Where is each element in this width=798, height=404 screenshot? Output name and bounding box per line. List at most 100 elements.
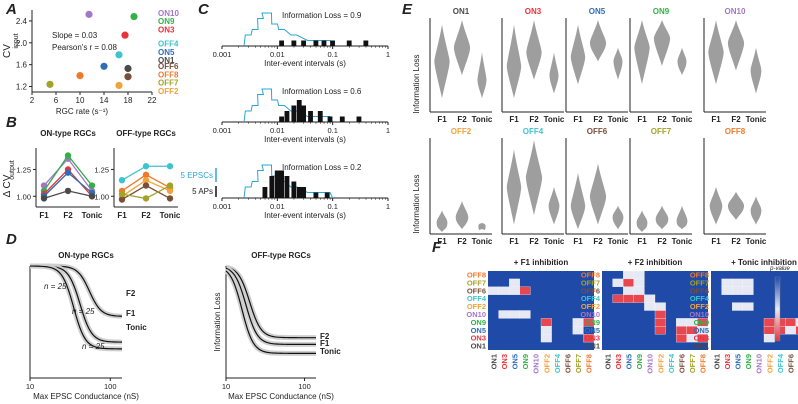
- column-label: ON10: [755, 354, 764, 374]
- heatmap-cell: [676, 334, 687, 343]
- information-loss-label: Information Loss = 0.9: [282, 11, 362, 20]
- row-label: ON3: [694, 334, 709, 343]
- x-tick-label: F1: [437, 115, 447, 124]
- x-tick-label: F1: [637, 237, 647, 246]
- heatmap-cell: [732, 286, 743, 295]
- ap-bar: [330, 40, 335, 46]
- violin-f1: [708, 20, 724, 85]
- legend-entry-off2: OFF2: [158, 87, 179, 96]
- heatmap-cell: [795, 326, 798, 335]
- heatmap-cell: [509, 286, 520, 295]
- legend-entry-off6: OFF6: [158, 62, 179, 71]
- x-tick-label: 1: [386, 202, 390, 211]
- row-label: ON5: [694, 326, 709, 335]
- curve-label-tonic: Tonic: [126, 323, 147, 332]
- curve-f2: [225, 266, 317, 339]
- violin-f2: [589, 163, 607, 225]
- row-label: OFF4: [690, 294, 710, 303]
- x-tick-label: 18: [124, 96, 133, 105]
- row-label: ON10: [466, 310, 486, 319]
- x-tick-label: Tonic: [746, 237, 767, 246]
- ap-bar: [324, 192, 330, 198]
- heatmap-3: + Tonic inhibitionOFF8OFF7OFF6OFF4OFF2ON…: [689, 258, 798, 374]
- column-label: ON9: [744, 354, 753, 369]
- heatmap-cell: [623, 294, 634, 303]
- panel-c-histograms: 0.001 0.01 0.1 1 Inter-event intervals (s) In…: [181, 11, 391, 220]
- subplot-title: ON10: [725, 7, 746, 16]
- curve-label-f2: F2: [320, 332, 330, 341]
- row-label: ON1: [694, 342, 709, 351]
- row-label: OFF2: [581, 302, 600, 311]
- violin-f1: [434, 24, 450, 99]
- x-tick-label: F1: [509, 115, 519, 124]
- x-axis-label: Inter-event intervals (s): [264, 135, 346, 144]
- ap-bar: [301, 105, 307, 122]
- x-tick-label: F1: [637, 115, 647, 124]
- violin-subplot-on1: ON1 F1 F2 Tonic: [429, 7, 493, 124]
- scatter-point-on1: [124, 64, 132, 73]
- column-label: ON10: [646, 354, 655, 374]
- violin-subplot-off4: OFF4 F1 F2 Tonic: [501, 127, 565, 246]
- series-point-on9: [88, 182, 96, 189]
- violin-f1: [570, 172, 586, 230]
- x-tick-label: F2: [657, 237, 667, 246]
- ap-bar: [274, 170, 280, 198]
- x-tick-label: 10: [222, 382, 230, 391]
- column-label: ON1: [489, 354, 498, 369]
- row-label: ON3: [585, 334, 600, 343]
- column-label: ON9: [521, 354, 530, 369]
- heatmap-cell: [519, 286, 531, 295]
- violin-subplot-off6: OFF6 F1 F2 Tonic: [565, 127, 629, 246]
- heatmap-cell: [763, 318, 775, 327]
- legend-entry-off4: OFF4: [158, 40, 179, 49]
- subplot-title: OFF7: [651, 127, 672, 136]
- series-point-off6: [118, 196, 126, 203]
- y-tick-label: 1.00: [16, 192, 31, 201]
- heatmap-cell: [540, 334, 552, 343]
- x-tick-label: 0.01: [270, 202, 285, 211]
- heatmap-cell: [742, 286, 754, 295]
- column-label: OFF2: [656, 354, 665, 373]
- x-tick-label: F2: [457, 115, 467, 124]
- column-label: ON1: [603, 354, 612, 369]
- violin-tonic: [613, 47, 623, 80]
- series-point-off6: [166, 195, 174, 202]
- heatmap-cell: [654, 310, 666, 319]
- x-tick-label: 0.1: [327, 50, 337, 59]
- row-label: OFF6: [581, 286, 600, 295]
- curve-label-f1: F1: [320, 339, 330, 348]
- heatmap-cell: [572, 318, 584, 327]
- scale-bar-epsc-label: 5 EPSCs: [181, 171, 213, 180]
- x-tick-label: F2: [141, 211, 151, 220]
- x-tick-label: 10: [26, 382, 34, 391]
- violin-tonic: [676, 205, 688, 230]
- x-tick-label: Tonic: [672, 115, 693, 124]
- violin-tonic: [750, 196, 762, 225]
- row-label: OFF7: [467, 278, 486, 287]
- heatmap-cell: [509, 310, 520, 319]
- ap-bar: [279, 170, 285, 198]
- ap-bar: [346, 40, 352, 46]
- row-label: OFF4: [467, 294, 487, 303]
- row-label: OFF6: [690, 286, 709, 295]
- x-tick-label: F1: [509, 237, 519, 246]
- ap-bar: [313, 40, 319, 46]
- ap-bar: [301, 40, 307, 46]
- violin-f1: [570, 24, 586, 85]
- violin-subplot-off8: OFF8 F1 F2 Tonic: [703, 127, 767, 246]
- y-tick-label: 2.0: [16, 39, 28, 48]
- series-point-off4: [166, 163, 174, 170]
- information-loss-label: Information Loss = 0.6: [282, 87, 362, 96]
- x-axis-label: RGC rate (s⁻¹): [56, 107, 109, 116]
- information-loss-label: Information Loss = 0.2: [282, 163, 362, 172]
- column-label: OFF4: [553, 353, 562, 373]
- subplot-title: ON9: [653, 7, 670, 16]
- column-label: OFF4: [667, 353, 676, 373]
- panel-letter-C: C: [198, 1, 210, 18]
- y-tick-label: 2.4: [16, 17, 28, 26]
- heatmap-cell: [540, 318, 552, 327]
- legend-entry-off7: OFF7: [158, 79, 179, 88]
- scatter-point-off6: [124, 73, 132, 81]
- y-axis-label: Information Loss: [412, 174, 421, 233]
- violin-f2: [727, 191, 745, 220]
